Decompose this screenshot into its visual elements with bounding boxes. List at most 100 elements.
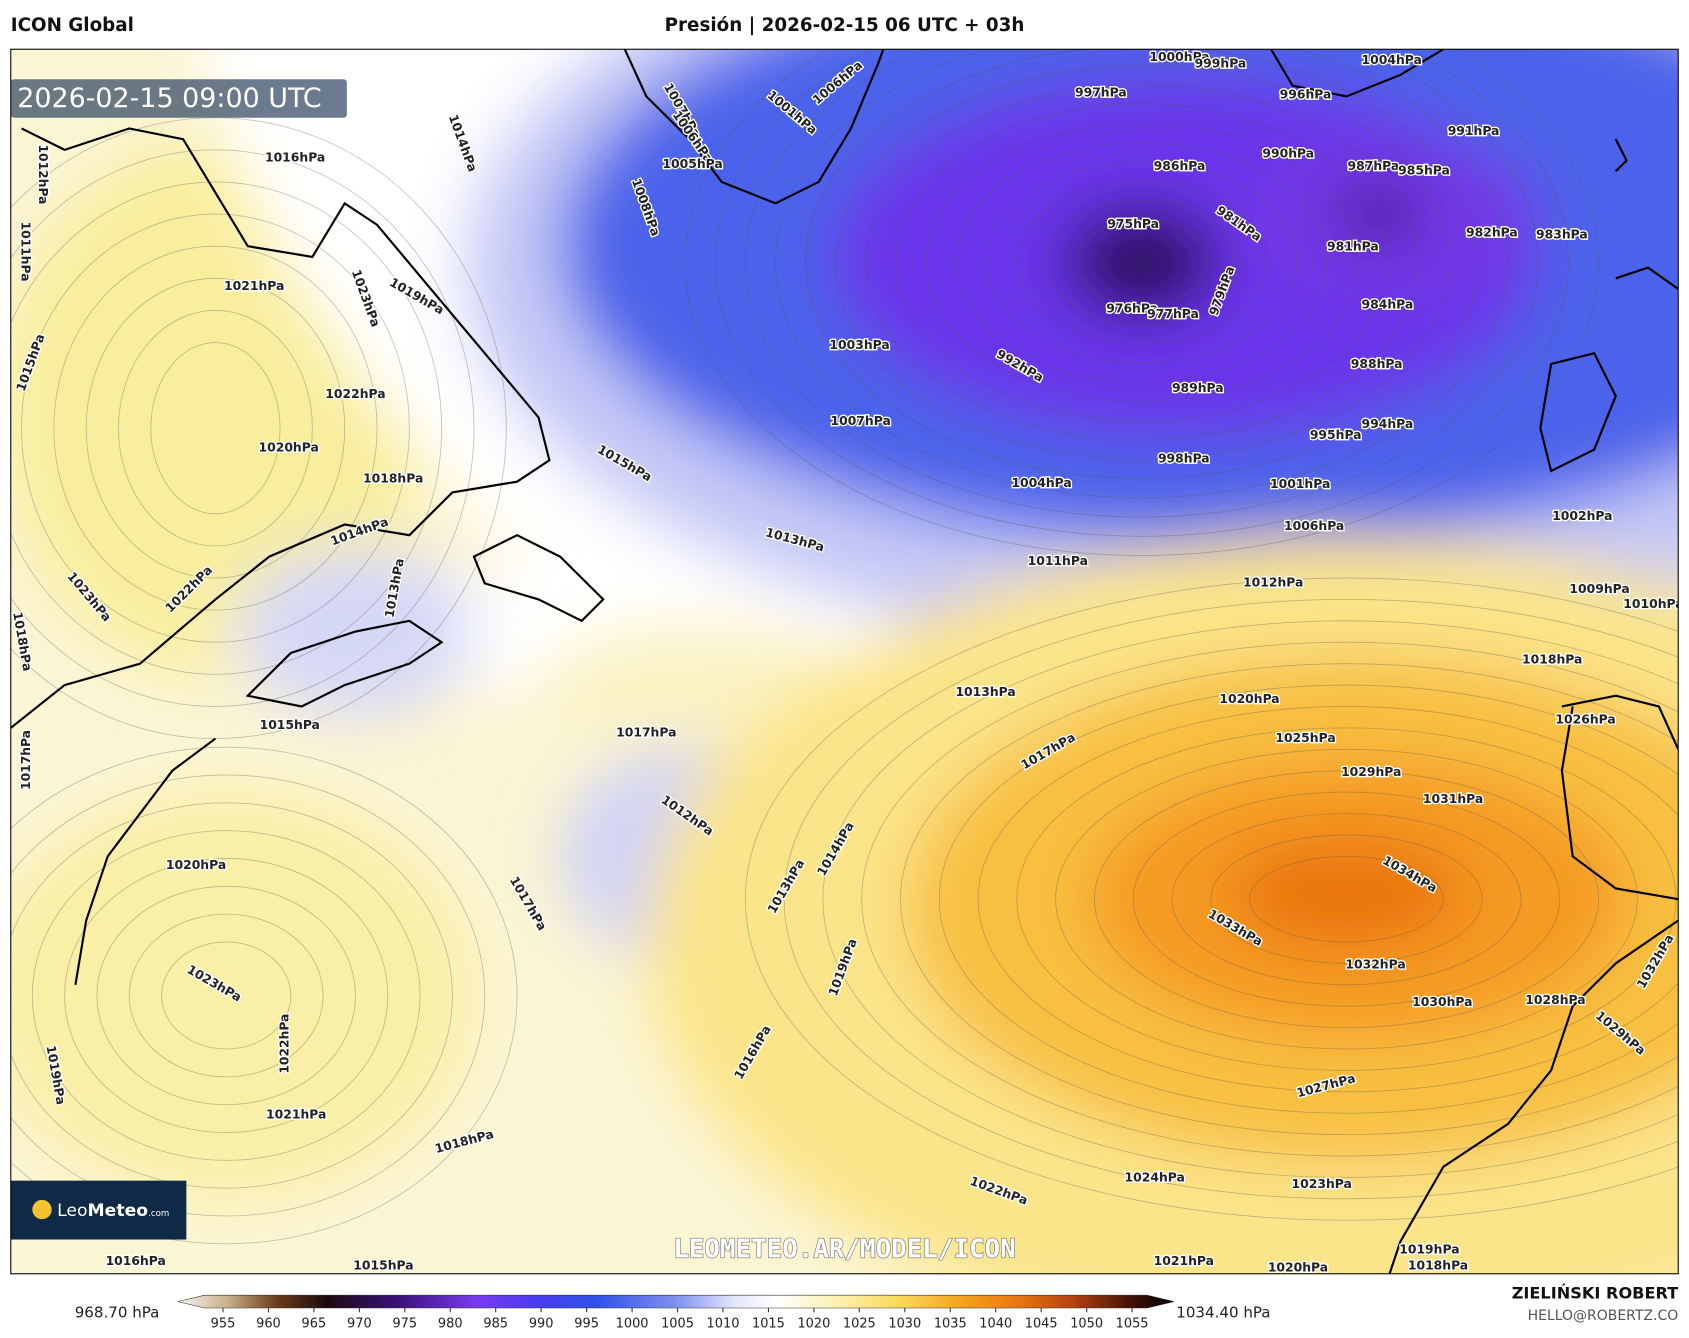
isobar-label: 996hPa: [1280, 88, 1332, 102]
isobar-label: 1024hPa: [1125, 1171, 1185, 1185]
us-east-coast: [74, 737, 217, 985]
colorbar-tick-label: 970: [347, 1316, 372, 1331]
isoline: [714, 49, 1569, 537]
isobar-label: 1020hPa: [259, 441, 319, 455]
isobar-label: 1021hPa: [224, 279, 284, 293]
isobar-label: 1012hPa: [36, 145, 50, 205]
isoline: [1093, 770, 1599, 1029]
isobar-label: 1013hPa: [955, 685, 1015, 699]
isoline: [150, 342, 281, 515]
colorbar-tick-label: 955: [211, 1316, 236, 1331]
isobar-label: 991hPa: [1448, 124, 1500, 138]
colorbar-tick-label: 1050: [1070, 1316, 1103, 1331]
isobar-label: 1002hPa: [1552, 509, 1612, 523]
nova-scotia-coast: [245, 619, 444, 708]
colorbar: 955 960 965 970 975 980 985 990 995 1000 1005 1010 1…: [177, 1294, 1175, 1331]
isoline: [1249, 855, 1444, 943]
north-america-coast: [10, 127, 551, 729]
isobar-label: 1016hPa: [265, 151, 325, 165]
colorbar-tick-label: 975: [392, 1316, 417, 1331]
isobar-label: 1017hPa: [616, 725, 676, 739]
ireland-coast: [1539, 351, 1617, 473]
isobar-label: 1031hPa: [1423, 792, 1483, 806]
isobar-label: 976hPa: [1106, 302, 1158, 316]
isobar-label: 1028hPa: [1525, 993, 1585, 1007]
isoline: [938, 684, 1679, 1114]
isobar-label: 1009hPa: [1569, 582, 1629, 596]
isobar-label: 1021hPa: [1154, 1254, 1214, 1268]
colorbar-tick-label: 1035: [934, 1316, 967, 1331]
iberia-coast: [1560, 694, 1679, 901]
isobar-label: 1019hPa: [44, 1044, 68, 1105]
isobar-label: 984hPa: [1362, 297, 1414, 311]
isobar-label: 1019hPa: [1399, 1242, 1459, 1256]
isobar-label: 1010hPa: [1623, 597, 1683, 611]
colorbar-tick-label: 985: [483, 1316, 508, 1331]
isoline: [96, 885, 356, 1106]
isoline: [835, 64, 1449, 460]
logo-bold: Meteo: [88, 1201, 149, 1221]
isoline: [1076, 219, 1207, 306]
isobar-label: 1018hPa: [1408, 1259, 1468, 1273]
isobar-label: 1018hPa: [1522, 653, 1582, 667]
iceland-coast: [1270, 49, 1444, 98]
isoline: [10, 149, 475, 707]
isoline: [745, 49, 1539, 518]
isobar-label: 1029hPa: [1341, 765, 1401, 779]
valid-time: 2026-02-15 09:00 UTC: [17, 83, 321, 114]
isoline: [1016, 180, 1268, 345]
isobar-label: 1025hPa: [1275, 731, 1335, 745]
isoline: [977, 706, 1679, 1093]
isoline: [1171, 813, 1522, 986]
colorbar-tick-label: 995: [574, 1316, 599, 1331]
uk-coast: [1614, 138, 1679, 290]
isobar-label: 1004hPa: [1362, 53, 1422, 67]
isoline: [118, 309, 313, 547]
map-frame: [10, 48, 1679, 1275]
isoline: [64, 858, 389, 1133]
isobar-label: 999hPa: [1195, 56, 1247, 70]
isoline: [783, 599, 1679, 1200]
isoline: [161, 941, 292, 1050]
isobar-label: 1020hPa: [1219, 692, 1279, 706]
isoline: [895, 103, 1388, 422]
isoline: [822, 620, 1679, 1178]
isobar-label: 1023hPa: [1292, 1177, 1352, 1191]
isobar-label: 1022hPa: [325, 387, 385, 401]
logo-suffix: .com: [148, 1209, 169, 1219]
colorbar-tick-label: 1040: [979, 1316, 1012, 1331]
isoline: [861, 641, 1679, 1157]
isoline: [805, 49, 1479, 479]
isobar-label: 994hPa: [1362, 417, 1414, 431]
isoline: [986, 161, 1298, 364]
isobar-label: 990hPa: [1262, 146, 1314, 160]
isobar-label: 1011hPa: [19, 222, 33, 282]
isobar-label: 1015hPa: [260, 718, 320, 732]
isobar-label: 1020hPa: [166, 858, 226, 872]
isobar-label: 1004hPa: [1011, 476, 1071, 490]
isobar-label: 1030hPa: [1412, 995, 1472, 1009]
isobar-label: 987hPa: [1348, 159, 1400, 173]
coastlines: [10, 49, 1679, 1274]
isobar-label: 989hPa: [1172, 381, 1224, 395]
isoline: [53, 245, 378, 611]
colorbar-tick-label: 1015: [752, 1316, 785, 1331]
watermark: LEOMETEO.AR/MODEL/ICON: [673, 1235, 1015, 1265]
isobar-label: 1016hPa: [106, 1254, 166, 1268]
chart-title: Presión | 2026-02-15 06 UTC + 03h: [665, 15, 1025, 36]
colorbar-tick-label: 990: [529, 1316, 554, 1331]
isobar-lines: [10, 49, 1679, 1245]
isoline: [10, 181, 443, 675]
isobar-label: 1026hPa: [1555, 713, 1615, 727]
isobar-label: 997hPa: [1075, 85, 1127, 99]
africa-coast: [1388, 919, 1679, 1274]
isoline: [10, 746, 518, 1245]
colorbar-tick-label: 960: [256, 1316, 281, 1331]
isoline: [21, 213, 410, 643]
greenland-coast: [623, 49, 885, 205]
isoline: [925, 122, 1358, 402]
